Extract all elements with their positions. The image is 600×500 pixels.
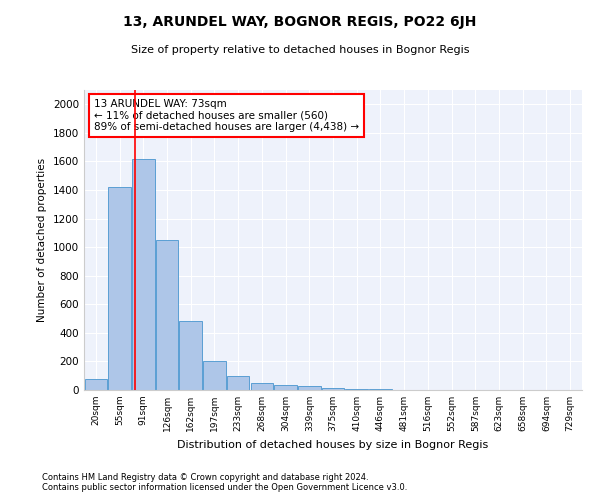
Text: 13 ARUNDEL WAY: 73sqm
← 11% of detached houses are smaller (560)
89% of semi-det: 13 ARUNDEL WAY: 73sqm ← 11% of detached …: [94, 99, 359, 132]
Text: 13, ARUNDEL WAY, BOGNOR REGIS, PO22 6JH: 13, ARUNDEL WAY, BOGNOR REGIS, PO22 6JH: [124, 15, 476, 29]
Bar: [203, 362, 226, 390]
Bar: [109, 187, 131, 390]
Bar: [251, 383, 273, 390]
Bar: [179, 322, 202, 390]
Text: Size of property relative to detached houses in Bognor Regis: Size of property relative to detached ho…: [131, 45, 469, 55]
Bar: [227, 376, 250, 390]
Bar: [322, 388, 344, 390]
Bar: [274, 385, 297, 390]
Bar: [346, 388, 368, 390]
Text: Contains HM Land Registry data © Crown copyright and database right 2024.
Contai: Contains HM Land Registry data © Crown c…: [42, 473, 407, 492]
Bar: [298, 386, 320, 390]
X-axis label: Distribution of detached houses by size in Bognor Regis: Distribution of detached houses by size …: [178, 440, 488, 450]
Bar: [85, 378, 107, 390]
Y-axis label: Number of detached properties: Number of detached properties: [37, 158, 47, 322]
Bar: [132, 158, 155, 390]
Bar: [156, 240, 178, 390]
